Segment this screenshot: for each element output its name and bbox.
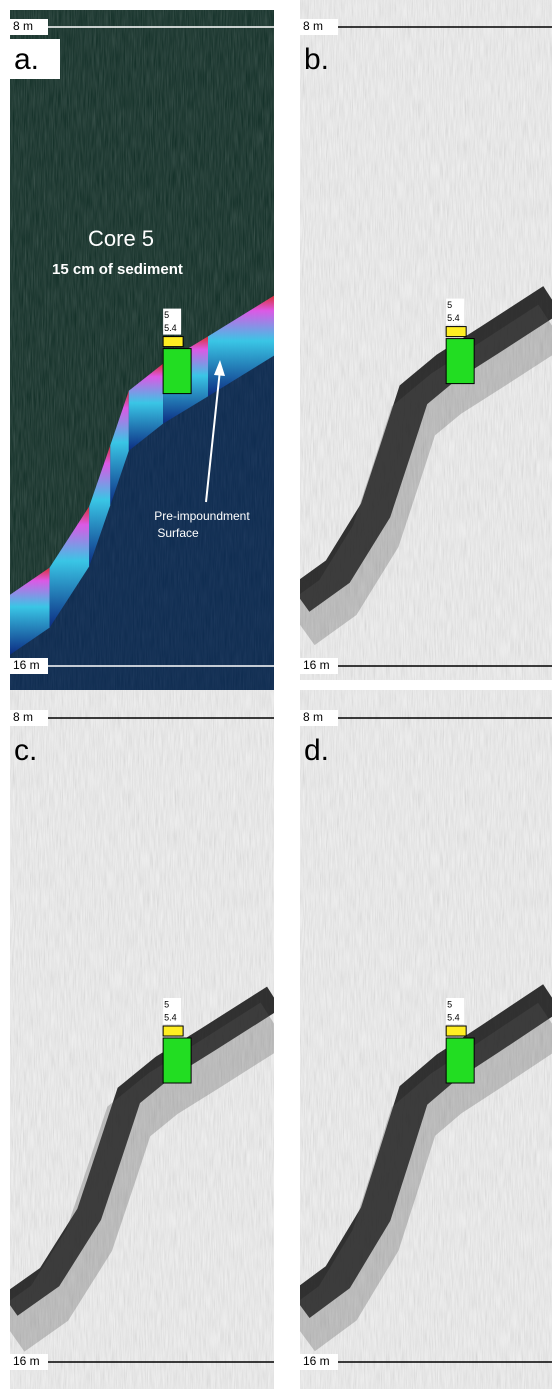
depth-label-bg	[10, 710, 48, 726]
annotation: Pre-impoundment	[154, 509, 250, 523]
core-label-bg	[446, 298, 465, 325]
depth-label: 8 m	[13, 710, 33, 724]
depth-label-bg	[10, 658, 48, 674]
echo-band	[300, 984, 552, 1319]
annotation: Surface	[157, 526, 199, 540]
core-top	[445, 326, 467, 338]
depth-label-bg	[300, 710, 338, 726]
echo-band	[49, 506, 90, 628]
panel: 8 m 16 m a. 5 5.4 Core 5 15 cm of sediment Pre-…	[10, 10, 274, 690]
depth-label-bg	[300, 658, 338, 674]
panel-label: a.	[14, 43, 39, 76]
panel-image	[10, 690, 274, 1389]
depth-label: 8 m	[303, 19, 323, 33]
arrow-head	[214, 360, 225, 376]
core-label: 5.4	[447, 313, 460, 323]
echo-band	[208, 295, 274, 397]
panel-label: b.	[304, 43, 329, 76]
core-body	[445, 338, 475, 385]
core-label: 5.4	[164, 1012, 177, 1022]
depth-label: 16 m	[13, 1354, 40, 1368]
core-top	[445, 1025, 467, 1037]
panel-label: d.	[304, 734, 329, 767]
core-label: 5	[164, 310, 169, 320]
panel: 8 m 16 m c. 5 5.4	[10, 690, 274, 1389]
panel: 8 m 16 m b. 5 5.4	[300, 0, 552, 680]
depth-label-bg	[300, 19, 338, 35]
core-body	[445, 1037, 475, 1084]
depth-label: 16 m	[13, 658, 40, 672]
depth-label-bg	[10, 1354, 48, 1370]
echo-band	[300, 286, 552, 612]
echo-band	[10, 986, 274, 1316]
core-label-bg	[446, 998, 465, 1025]
core-label: 5.4	[164, 323, 177, 333]
core-body	[162, 348, 192, 395]
annotation: Core 5	[88, 226, 154, 251]
panel-image	[10, 10, 274, 690]
arrow	[205, 369, 221, 503]
core-label: 5	[164, 999, 169, 1009]
core-label: 5	[447, 300, 452, 310]
echo-band	[89, 445, 111, 567]
annotation: 15 cm of sediment	[52, 261, 183, 278]
panel-image	[300, 0, 552, 680]
depth-label-bg	[10, 19, 48, 35]
panel-label: c.	[14, 734, 37, 767]
core-label-bg	[163, 998, 182, 1025]
depth-label: 8 m	[13, 19, 33, 33]
depth-label: 16 m	[303, 658, 330, 672]
core-label-bg	[163, 308, 182, 335]
core-label: 5.4	[447, 1012, 460, 1022]
panel-image	[300, 690, 552, 1389]
core-body	[162, 1037, 192, 1084]
depth-label: 8 m	[303, 710, 323, 724]
panel-label-bg	[10, 39, 60, 79]
echo-band	[128, 363, 164, 451]
core-top	[162, 1025, 184, 1037]
echo-band	[10, 567, 50, 655]
echo-band	[300, 1002, 552, 1352]
echo-band	[10, 1002, 274, 1352]
panel: 8 m 16 m d. 5 5.4	[300, 690, 552, 1389]
depth-label-bg	[300, 1354, 338, 1370]
depth-label: 16 m	[303, 1354, 330, 1368]
core-top	[162, 336, 184, 348]
echo-band	[300, 304, 552, 646]
core-label: 5	[447, 999, 452, 1009]
echo-band	[110, 390, 129, 506]
